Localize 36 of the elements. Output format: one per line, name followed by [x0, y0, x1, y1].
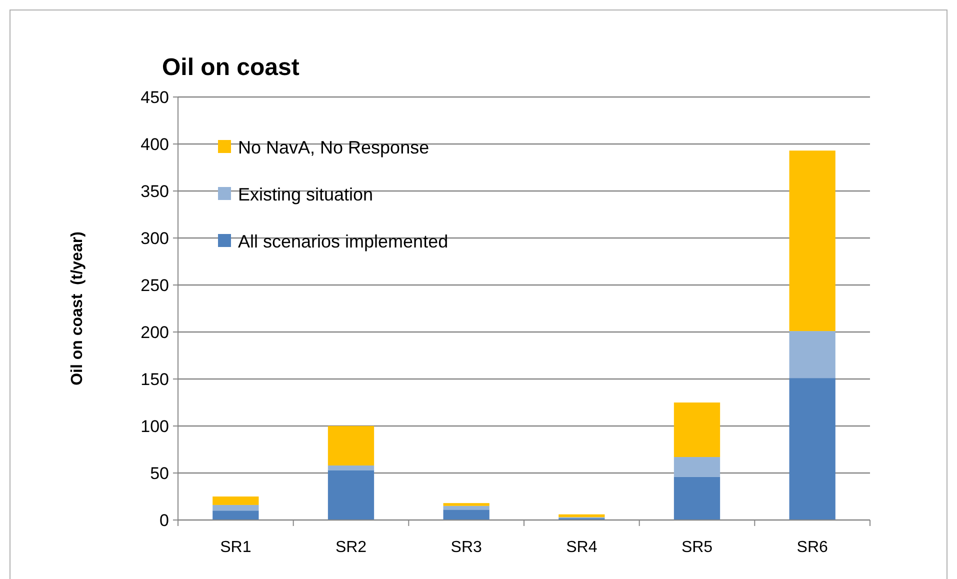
y-tick-label: 100 — [140, 416, 169, 436]
x-tick-label: SR5 — [681, 539, 713, 556]
y-tick-label: 200 — [140, 322, 169, 342]
legend-label: No NavA, No Response — [238, 137, 430, 158]
bar — [328, 426, 374, 466]
x-tick-label: SR2 — [335, 539, 367, 556]
x-tick-label: SR4 — [566, 539, 598, 556]
y-tick-label: 400 — [140, 134, 169, 154]
legend-label: All scenarios implemented — [238, 231, 448, 252]
y-tick-label: 150 — [140, 370, 169, 389]
bar — [674, 476, 720, 520]
bar — [443, 503, 490, 506]
x-tick-label: SR1 — [220, 539, 252, 556]
bar — [328, 465, 374, 470]
chart-title: Oil on coast — [162, 54, 300, 81]
y-tick-label: 300 — [140, 228, 169, 248]
bar — [789, 331, 836, 378]
y-tick-label: 250 — [140, 276, 169, 295]
bar — [674, 457, 720, 477]
y-axis-title: Oil on coast (t/year) — [69, 232, 86, 386]
x-tick-label: SR3 — [450, 539, 482, 556]
bar — [789, 378, 836, 520]
y-tick-label: 0 — [160, 510, 169, 530]
bar — [443, 506, 490, 510]
bar — [328, 470, 374, 520]
bar — [789, 150, 836, 332]
bar — [674, 402, 720, 458]
bar — [212, 496, 259, 505]
bar — [212, 504, 259, 511]
bar — [212, 510, 259, 520]
y-tick-label: 450 — [140, 88, 169, 107]
bar — [443, 510, 490, 520]
x-tick-label: SR6 — [796, 539, 828, 556]
legend-label: Existing situation — [238, 184, 374, 204]
y-tick-label: 50 — [150, 464, 169, 483]
y-tick-label: 350 — [140, 182, 169, 201]
